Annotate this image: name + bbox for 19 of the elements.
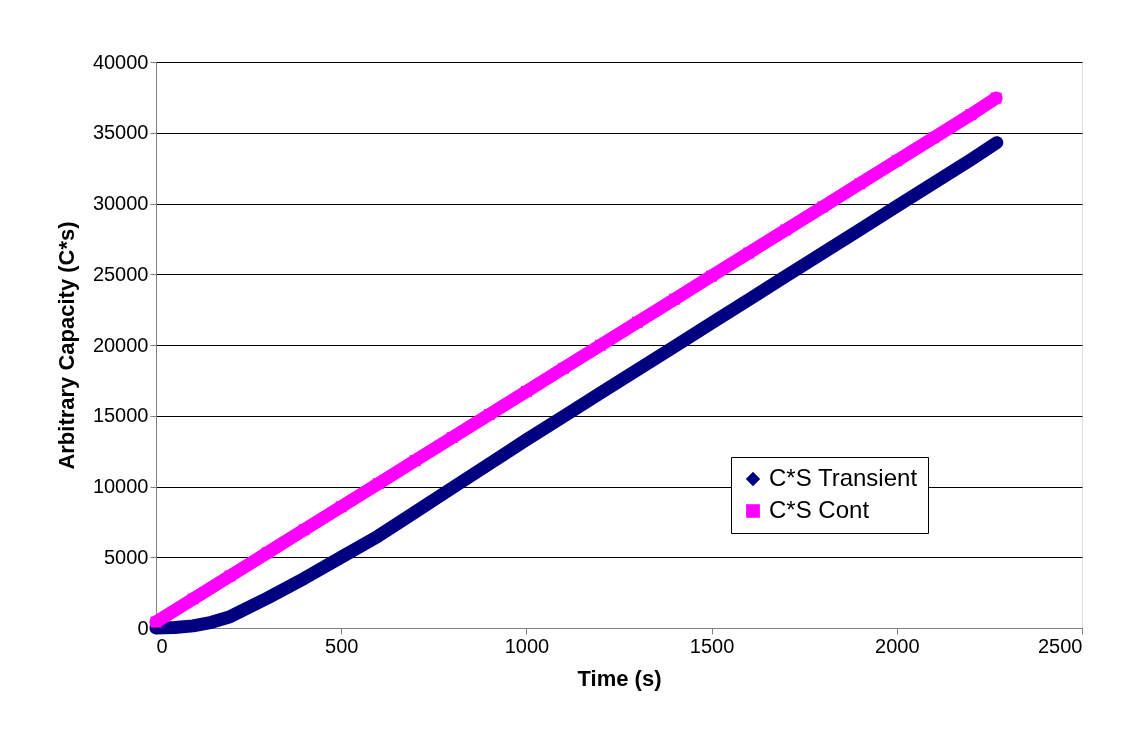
y-tick-label: 0 — [137, 616, 149, 639]
y-tick-label: 30000 — [92, 192, 149, 214]
y-axis-title: Arbitrary Capacity (C*s) — [53, 221, 79, 470]
x-tick-label: 2000 — [875, 634, 920, 657]
y-tick-label: 35000 — [92, 121, 149, 144]
x-axis-title: Time (s) — [577, 665, 662, 691]
y-tick-label: 25000 — [92, 262, 149, 285]
x-tick-label: 500 — [325, 634, 359, 657]
y-tick-label: 15000 — [92, 404, 149, 427]
x-tick-label: 1500 — [689, 634, 735, 657]
legend-label: C*S Cont — [769, 496, 870, 523]
x-tick-label: 1000 — [504, 634, 550, 657]
y-tick-label: 20000 — [92, 333, 149, 356]
legend-label: C*S Transient — [769, 464, 918, 491]
y-tick-label: 5000 — [104, 545, 149, 568]
y-tick-label: 10000 — [92, 475, 149, 497]
x-tick-label: 0 — [156, 634, 168, 657]
y-tick-label: 40000 — [92, 50, 149, 73]
x-tick-label: 2500 — [1038, 634, 1083, 657]
